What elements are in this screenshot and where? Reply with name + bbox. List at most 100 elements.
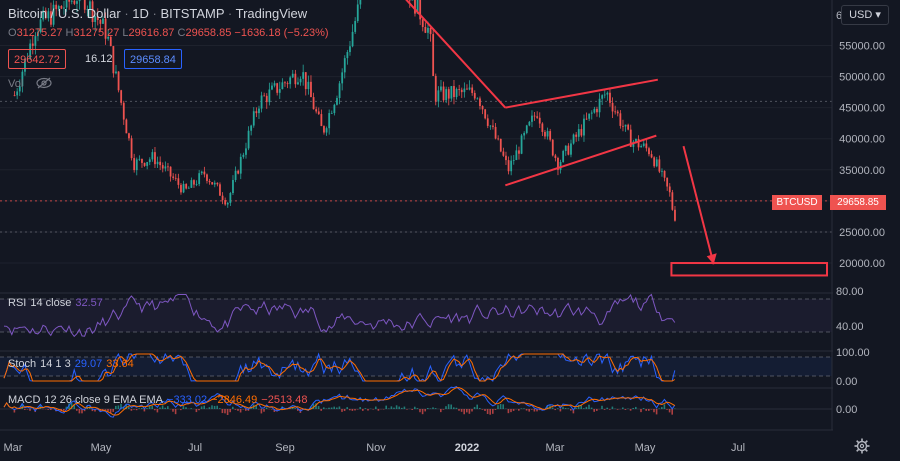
time-tick-label: Mar <box>546 442 565 454</box>
candle-body <box>216 182 219 185</box>
candle-body <box>510 160 513 172</box>
candle-body <box>42 10 45 20</box>
macd-hist-bar <box>260 409 263 414</box>
macd-hist-bar <box>585 406 588 409</box>
macd-legend[interactable]: MACD 12 26 close 9 EMA EMA −333.02 −2846.49… <box>8 394 311 406</box>
candle-body <box>148 159 151 163</box>
macd-hist-bar <box>655 409 658 415</box>
candle-body <box>499 138 502 152</box>
candle-body <box>671 192 674 210</box>
time-tick-label: Mar <box>4 442 23 454</box>
macd-hist-bar <box>180 409 182 411</box>
candle-body <box>585 118 588 120</box>
candle-body <box>642 143 645 146</box>
candle-body <box>213 182 216 185</box>
candle-body <box>57 5 60 10</box>
macd-hist-bar <box>317 406 320 409</box>
rsi-value: 32.57 <box>75 297 103 309</box>
candle-body <box>520 135 523 154</box>
candle-body <box>122 102 125 120</box>
macd-hist-bar <box>629 409 632 411</box>
macd-hist-bar <box>138 408 140 409</box>
currency-select[interactable]: USD ▾ <box>841 5 889 25</box>
macd-hist-bar <box>297 409 299 411</box>
wedge-upper-line <box>505 78 659 109</box>
macd-hist-bar <box>146 408 148 409</box>
candle-body <box>336 98 338 105</box>
drawings[interactable] <box>403 0 828 277</box>
price-axis[interactable]: 55000.00 50000.00 45000.00 40000.00 35000.00… <box>831 0 900 461</box>
candle-body <box>424 26 427 33</box>
macd-hist-bar <box>346 407 348 409</box>
candle-body <box>533 115 536 117</box>
macd-hist-bar <box>525 409 528 411</box>
candle-body <box>564 145 567 152</box>
macd-hist-bar <box>624 409 627 410</box>
candle-body <box>135 159 138 171</box>
buy-button[interactable]: 29658.84 <box>124 49 182 69</box>
candle-body <box>473 92 476 99</box>
macd-hist-bar <box>50 409 52 411</box>
candle-body <box>538 117 541 124</box>
macd-hist-bar <box>239 409 242 413</box>
macd-hist-bar <box>632 407 634 409</box>
macd-hist-bar <box>198 409 200 411</box>
candle-body <box>258 108 260 114</box>
candle-body <box>206 174 208 181</box>
candle-body <box>536 116 539 118</box>
candle-body <box>518 150 520 154</box>
macd-signal-value: −2846.49 <box>211 394 258 406</box>
macd-hist-bar <box>26 409 29 410</box>
candle-body <box>554 155 557 158</box>
macd-hist-bar <box>635 406 637 409</box>
candle-body <box>263 95 266 97</box>
macd-hist-bar <box>29 409 31 411</box>
close-label: C <box>177 27 186 39</box>
macd-hist-bar <box>47 409 49 410</box>
time-tick-label: Nov <box>366 442 386 454</box>
candle-body <box>120 90 123 103</box>
macd-pane <box>0 386 832 418</box>
candle-body <box>55 4 58 10</box>
candle-body <box>546 131 549 137</box>
candle-body <box>21 71 24 87</box>
macd-hist-bar <box>450 404 452 409</box>
currency-label: USD <box>849 9 873 21</box>
macd-hist-bar <box>315 403 317 409</box>
symbol-price-tag: BTCUSD <box>772 195 822 210</box>
macd-hist-bar <box>458 409 460 411</box>
candle-body <box>601 95 604 99</box>
stoch-legend[interactable]: Stoch 14 1 3 29.07 33.64 <box>8 358 138 370</box>
candle-body <box>330 113 333 114</box>
gear-icon[interactable] <box>854 438 870 454</box>
interval[interactable]: 1D <box>132 6 149 21</box>
candle-body <box>31 43 34 46</box>
macd-hist-bar <box>653 409 655 413</box>
candle-body <box>245 148 247 155</box>
macd-hist-bar <box>489 409 491 415</box>
candle-body <box>115 71 117 74</box>
price-tick-label-partial: 6 <box>836 10 842 22</box>
macd-hist-bar <box>164 407 166 409</box>
candle-body <box>29 43 32 59</box>
macd-hist-bar <box>388 408 390 409</box>
rsi-band <box>0 299 832 332</box>
symbol-name[interactable]: Bitcoin / U.S. Dollar <box>8 6 121 21</box>
candle-body <box>91 1 94 23</box>
time-axis[interactable]: Mar May Jul Sep Nov 2022 Mar May Jul <box>4 442 746 454</box>
candle-body <box>580 129 583 136</box>
eye-hidden-icon[interactable] <box>36 77 52 89</box>
macd-hist-bar <box>510 409 512 413</box>
macd-hist-bar <box>429 408 432 409</box>
rsi-legend[interactable]: RSI 14 close 32.57 <box>8 297 107 309</box>
candle-body <box>624 124 627 127</box>
macd-hist-bar <box>224 409 226 414</box>
candle-body <box>26 58 29 60</box>
candle-body <box>94 16 97 23</box>
sell-button[interactable]: 29642.72 <box>8 49 66 69</box>
candle-body <box>159 161 162 166</box>
macd-hist-bar <box>341 409 343 412</box>
candle-body <box>73 0 76 4</box>
candle-body <box>419 0 422 20</box>
